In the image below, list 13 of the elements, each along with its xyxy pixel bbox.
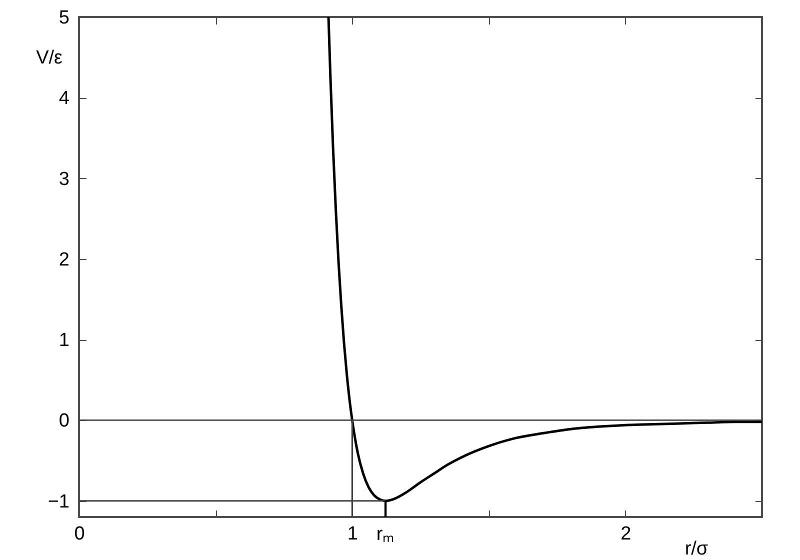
y-tick-label: 4: [58, 88, 70, 110]
y-tick-label: 3: [58, 168, 70, 190]
y-axis-title: V/ε: [36, 48, 64, 68]
y-tick-label: 5: [58, 8, 70, 28]
y-tick-label: 2: [58, 249, 70, 270]
x-tick-label: 0: [74, 524, 85, 544]
annotation: rₘ: [376, 524, 395, 545]
y-tick-label: 1: [58, 330, 70, 352]
y-tick-label: 0: [58, 410, 70, 432]
x-tick-label: 1: [347, 524, 358, 544]
x-axis-title: r/σ: [684, 538, 708, 560]
x-tick-label: 2: [620, 524, 632, 544]
y-tick-label: −1: [48, 491, 70, 512]
